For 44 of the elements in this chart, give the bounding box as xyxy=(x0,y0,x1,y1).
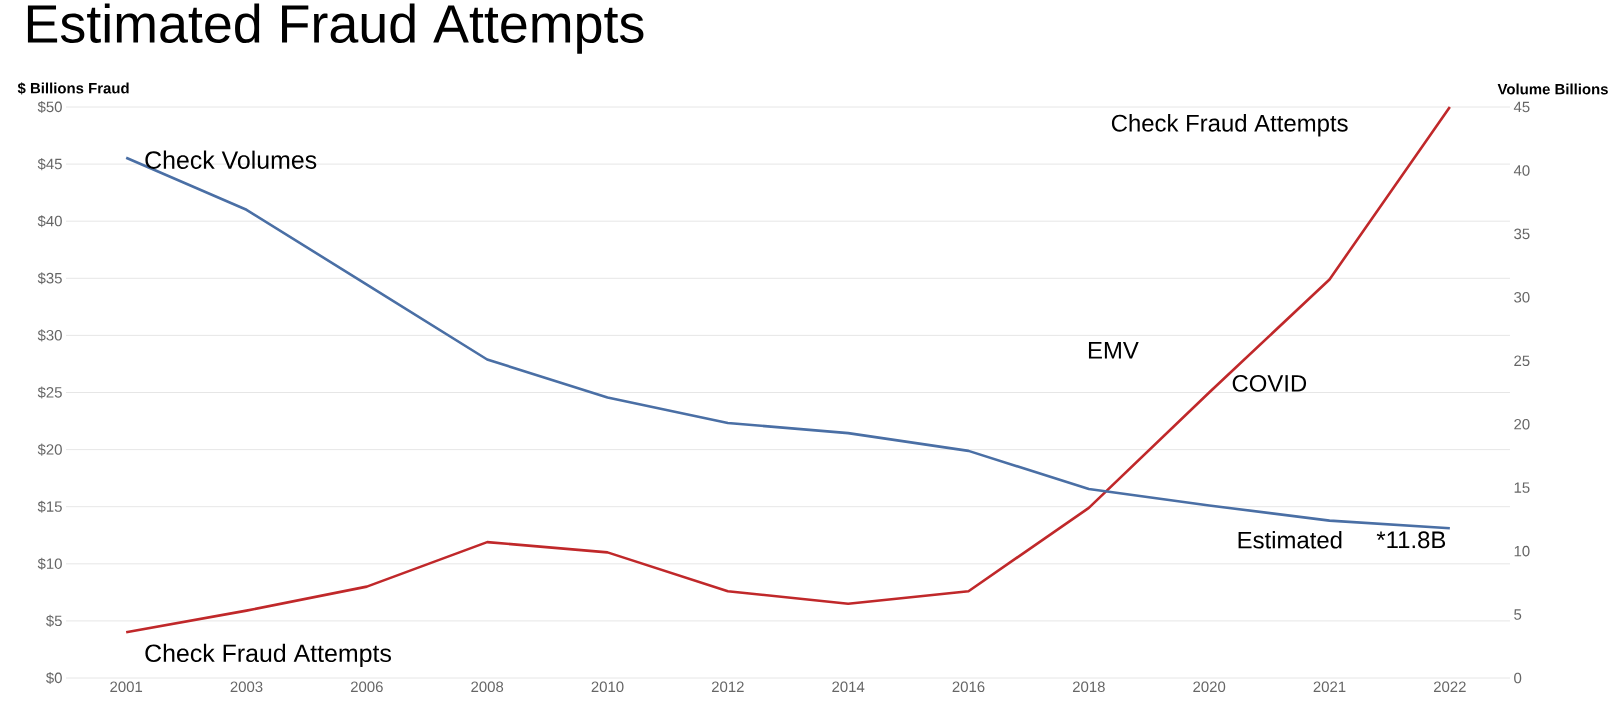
y-tick-label: $40 xyxy=(37,215,62,228)
annotation: EMV xyxy=(1088,342,1139,359)
y2-tick-label: 15 xyxy=(1514,482,1530,493)
x-tick-label: 2006 xyxy=(350,681,383,693)
x-tick-label: 2020 xyxy=(1193,681,1226,693)
y-tick-label: $0 xyxy=(46,671,62,685)
x-tick-label: 2012 xyxy=(711,681,744,693)
y2-tick-label: 30 xyxy=(1514,292,1530,303)
x-tick-label: 2008 xyxy=(471,681,504,693)
series-label: Check Volumes xyxy=(145,150,317,169)
annotation: *11.8B xyxy=(1376,531,1446,549)
y2-axis-title: Volume Billions xyxy=(1497,83,1608,95)
y-tick-label: $15 xyxy=(37,500,62,513)
y-tick-label: $45 xyxy=(37,158,62,171)
x-tick-label: 2003 xyxy=(230,681,263,693)
x-tick-label: 2022 xyxy=(1433,681,1466,693)
x-tick-label: 2018 xyxy=(1072,681,1105,693)
x-tick-label: 2010 xyxy=(591,681,624,693)
y-tick-label: $5 xyxy=(46,614,62,627)
chart-title: Estimated Fraud Attempts xyxy=(27,3,644,54)
y2-tick-label: 20 xyxy=(1514,418,1530,430)
series-label: Check Fraud Attempts xyxy=(145,643,391,668)
x-tick-label: 2016 xyxy=(952,681,985,693)
x-tick-label: 2021 xyxy=(1313,681,1346,693)
y2-tick-label: 0 xyxy=(1514,672,1522,684)
y2-tick-label: 10 xyxy=(1514,545,1530,557)
annotation: Check Fraud Attempts xyxy=(1111,114,1348,137)
y-tick-label: $30 xyxy=(37,329,62,342)
y-tick-label: $25 xyxy=(37,386,62,399)
y2-tick-label: 35 xyxy=(1514,228,1530,240)
annotation: COVID xyxy=(1232,374,1307,392)
annotation: Estimated xyxy=(1238,531,1342,549)
x-tick-label: 2001 xyxy=(110,681,143,693)
y2-tick-label: 40 xyxy=(1513,165,1530,176)
y-tick-label: $50 xyxy=(37,100,62,114)
line-series xyxy=(124,105,1452,634)
y-tick-label: $35 xyxy=(37,272,62,285)
y2-tick-label: 5 xyxy=(1514,609,1522,620)
y-axis-title: $ Billions Fraud xyxy=(17,82,129,95)
y-tick-label: $10 xyxy=(37,557,62,570)
y2-tick-label: 25 xyxy=(1514,355,1530,367)
x-tick-label: 2014 xyxy=(832,681,865,693)
y2-tick-label: 45 xyxy=(1513,101,1530,113)
y-tick-label: $20 xyxy=(37,443,62,456)
